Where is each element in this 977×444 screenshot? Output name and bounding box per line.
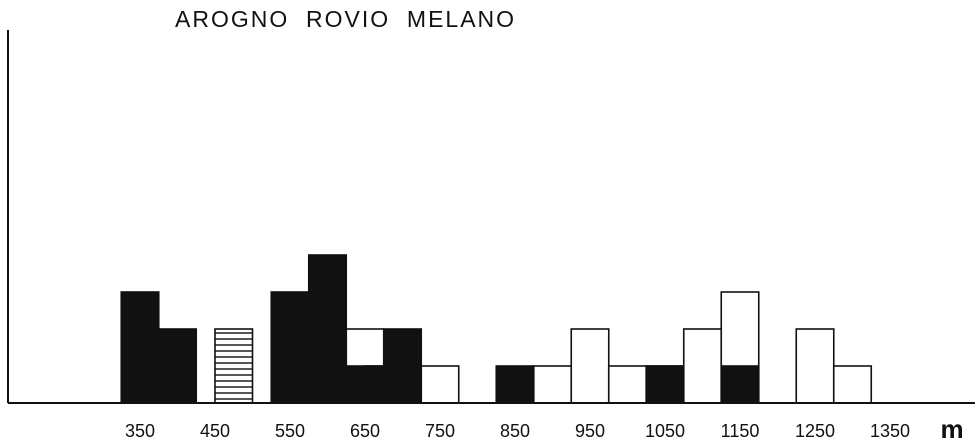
- outline-bar-1225: [795, 328, 835, 404]
- solid-bar-825: [495, 365, 535, 404]
- solid-bar-1125: [720, 365, 760, 404]
- outline-bar-725: [420, 365, 460, 404]
- solid-bar-525: [270, 291, 310, 404]
- x-tick-label: 1250: [795, 421, 835, 441]
- x-tick-label: 550: [275, 421, 305, 441]
- x-tick-label: 350: [125, 421, 155, 441]
- solid-bar-375: [157, 328, 198, 404]
- solid-bar-325: [120, 291, 160, 404]
- outline-bar-925: [570, 328, 610, 404]
- x-axis-unit-label: m: [940, 414, 963, 444]
- solid-bar-1025: [645, 365, 685, 404]
- solid-bar-625: [345, 365, 385, 404]
- hatched-bar-450: [214, 328, 254, 404]
- x-tick-label: 850: [500, 421, 530, 441]
- x-tick-label: 650: [350, 421, 380, 441]
- bars-group: [120, 254, 873, 404]
- tick-labels-group: 350 450 550 650 750 850 950 1050 1150 1250 1350 m: [125, 414, 964, 444]
- x-tick-label: 750: [425, 421, 455, 441]
- outline-bar-1075: [682, 328, 723, 404]
- x-tick-label: 950: [575, 421, 605, 441]
- outline-bar-875: [532, 365, 573, 404]
- solid-bar-675: [382, 328, 423, 404]
- chart-title: AROGNO ROVIO MELANO: [175, 6, 517, 32]
- x-tick-label: 1350: [870, 421, 910, 441]
- x-tick-label: 1150: [721, 421, 760, 441]
- axes-group: [7, 30, 975, 404]
- solid-bar-575: [307, 254, 348, 404]
- x-tick-label: 450: [200, 421, 230, 441]
- x-tick-label: 1050: [645, 421, 685, 441]
- outline-bar-1275: [832, 365, 873, 404]
- outline-bar-975: [607, 365, 648, 404]
